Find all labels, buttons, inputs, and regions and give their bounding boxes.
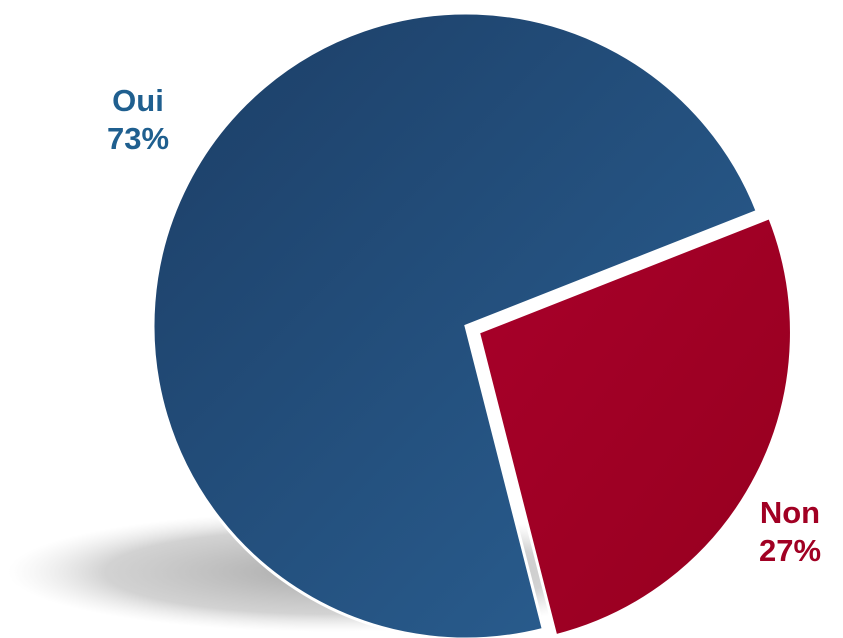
pie-slice-oui [151, 11, 760, 638]
slice-percent-non: 27% [758, 533, 822, 568]
pie-slice-non [476, 215, 793, 638]
slice-label-oui: Oui [112, 83, 164, 118]
slice-percent-oui: 73% [106, 121, 170, 156]
data-label-oui: Oui 73% [78, 82, 198, 158]
slice-label-non: Non [759, 495, 821, 530]
pie-slices [151, 11, 793, 638]
data-label-non: Non 27% [740, 494, 840, 570]
